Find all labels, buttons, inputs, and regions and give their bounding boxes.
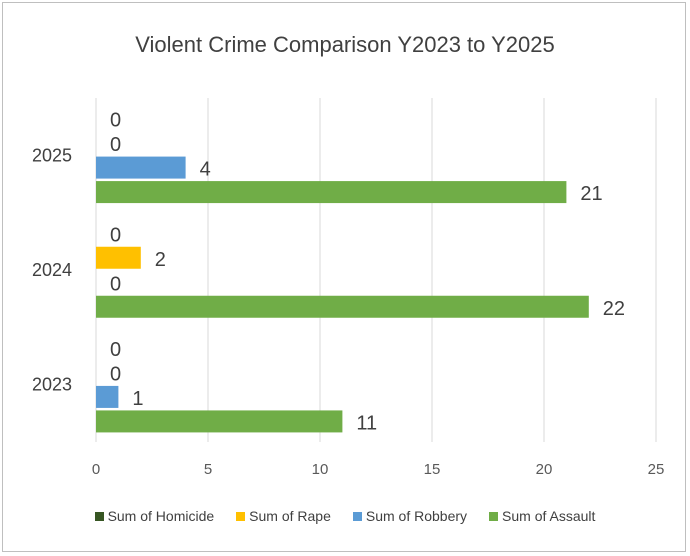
bar-sum-of-robbery <box>96 385 119 408</box>
chart-legend: Sum of Homicide Sum of Rape Sum of Robbery… <box>0 508 690 524</box>
legend-item: Sum of Robbery <box>352 508 468 524</box>
bar-sum-of-assault <box>96 410 343 433</box>
data-label: 21 <box>580 183 602 205</box>
legend-swatch <box>489 511 499 521</box>
legend-label: Sum of Rape <box>249 508 331 524</box>
legend-item: Sum of Rape <box>236 508 331 524</box>
bar-sum-of-rape <box>96 246 141 269</box>
data-label: 0 <box>110 224 121 246</box>
bar-sum-of-assault <box>96 181 567 204</box>
chart-title: Violent Crime Comparison Y2023 to Y2025 <box>135 32 555 57</box>
x-tick-label: 15 <box>424 461 441 478</box>
legend-swatch <box>236 511 246 521</box>
data-label: 4 <box>200 159 211 181</box>
data-label: 11 <box>356 412 377 434</box>
data-label: 22 <box>603 298 625 320</box>
category-label: 2023 <box>32 375 72 395</box>
x-tick-label: 25 <box>648 461 665 478</box>
x-tick-label: 0 <box>92 461 100 478</box>
data-label: 0 <box>110 273 121 295</box>
data-label: 0 <box>110 339 121 361</box>
x-tick-label: 10 <box>312 461 329 478</box>
data-label: 1 <box>132 388 143 410</box>
category-label: 2024 <box>32 260 72 280</box>
legend-swatch <box>94 511 104 521</box>
legend-item: Sum of Homicide <box>94 508 215 524</box>
x-tick-label: 5 <box>204 461 212 478</box>
x-tick-label: 20 <box>536 461 553 478</box>
legend-label: Sum of Robbery <box>365 508 468 524</box>
bar-sum-of-robbery <box>96 156 186 179</box>
data-label: 0 <box>110 134 121 156</box>
data-label: 0 <box>110 110 121 132</box>
bar-sum-of-assault <box>96 295 589 318</box>
legend-label: Sum of Homicide <box>107 508 215 524</box>
legend-swatch <box>352 511 362 521</box>
legend-item: Sum of Assault <box>489 508 595 524</box>
category-label: 2025 <box>32 145 72 165</box>
legend-label: Sum of Assault <box>502 508 596 524</box>
data-label: 0 <box>110 363 121 385</box>
data-label: 2 <box>155 249 166 271</box>
